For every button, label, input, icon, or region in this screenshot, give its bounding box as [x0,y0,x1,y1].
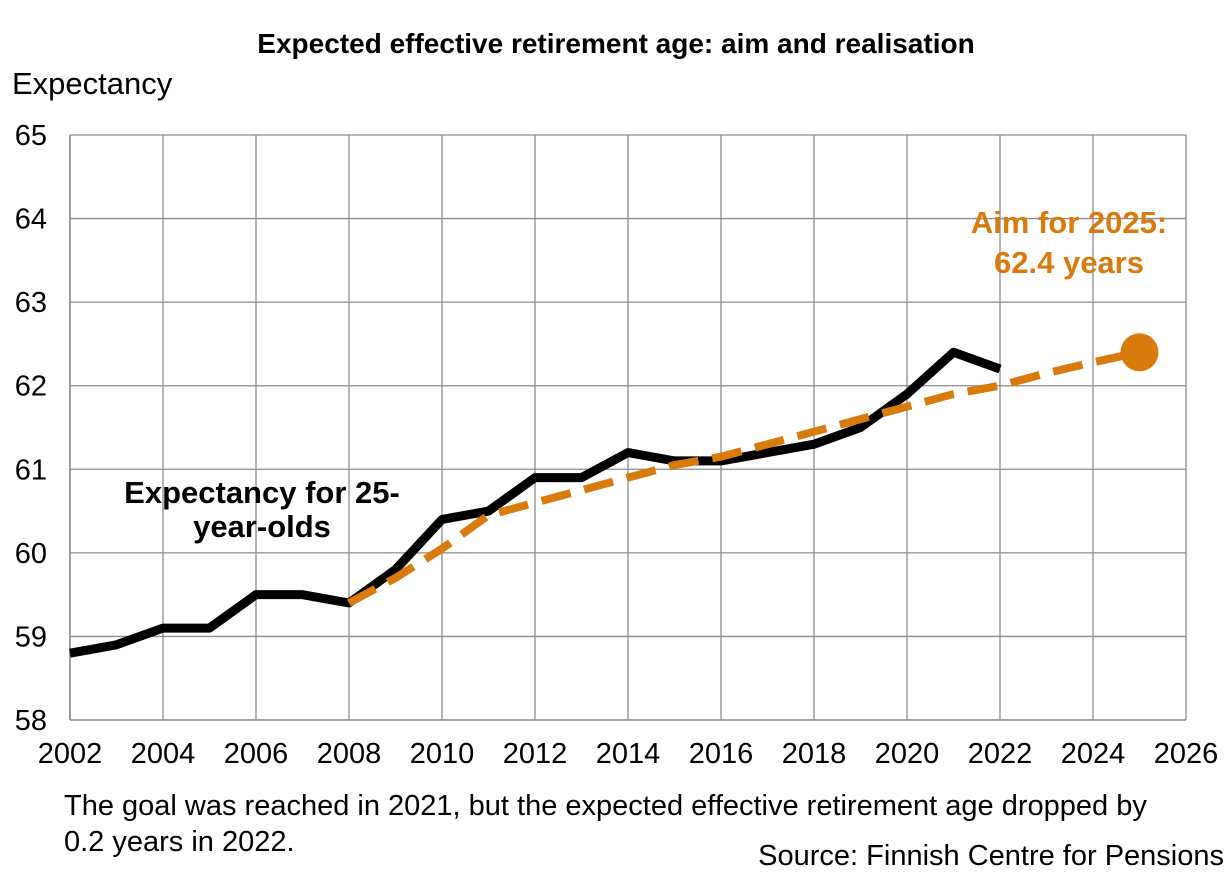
aim-line [347,348,1141,607]
chart-title: Expected effective retirement age: aim a… [257,28,975,59]
x-tick-label: 2014 [596,738,661,770]
x-tick-label: 2008 [317,738,382,770]
y-tick-label: 59 [15,621,47,653]
y-tick-label: 60 [15,538,47,570]
y-tick-label: 62 [15,371,47,403]
aim-marker [1120,333,1159,372]
y-tick-label: 65 [15,120,47,152]
chart-note: The goal was reached in 2021, but the ex… [64,790,1147,858]
series-label-expectancy: Expectancy for 25-year-olds [124,475,400,544]
x-tick-label: 2016 [689,738,754,770]
x-tick-label: 2020 [875,738,940,770]
aim-annotation: Aim for 2025: 62.4 years [970,205,1168,280]
expectancy-line [69,347,1002,658]
y-axis-label: Expectancy [12,66,173,101]
x-tick-label: 2022 [968,738,1033,770]
x-tick-label: 2012 [503,738,568,770]
x-tick-label: 2026 [1154,738,1219,770]
y-tick-label: 63 [15,287,47,319]
x-tick-label: 2024 [1061,738,1126,770]
y-tick-label: 64 [15,204,47,236]
x-tick-label: 2002 [38,738,103,770]
y-tick-label: 61 [15,454,47,486]
source-note: Source: Finnish Centre for Pensions [758,840,1224,872]
x-tick-label: 2006 [224,738,289,770]
x-tick-label: 2018 [782,738,847,770]
x-tick-label: 2010 [410,738,475,770]
y-tick-label: 58 [15,705,47,737]
x-tick-label: 2004 [131,738,196,770]
